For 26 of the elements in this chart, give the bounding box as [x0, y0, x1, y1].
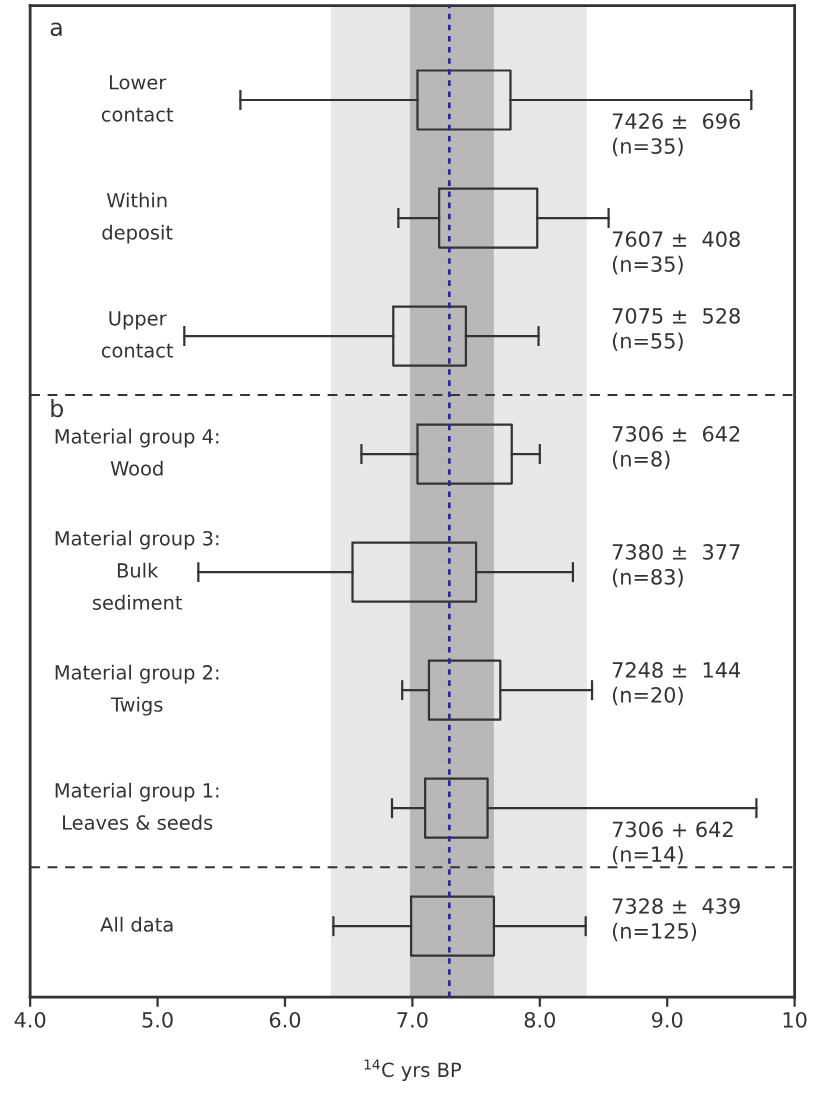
x-tick-label: 5.0	[142, 1011, 173, 1028]
annotation: b	[51, 398, 63, 418]
text: 7306 + 642 (n=14)	[612, 821, 733, 865]
y-tick-label: Material group 4: Wood	[55, 428, 219, 476]
y-tick-label: All data	[100, 916, 173, 932]
x-tick-label: 6.0	[269, 1011, 301, 1028]
y-tick-label: Material group 1: Leaves & seeds	[55, 782, 219, 830]
x-tick-label: 9.0	[651, 1011, 683, 1028]
y-tick-label: Within deposit	[102, 192, 173, 244]
x-tick-label: 8.0	[524, 1011, 555, 1028]
y-tick-label: Material group 3: Bulk sediment	[55, 530, 219, 610]
x-tick-label: 4.0	[14, 1011, 46, 1028]
y-tick-label: Upper contact	[101, 311, 174, 358]
text: 7075 ± 528 (n=55)	[612, 307, 740, 352]
x-tick-label: 10	[783, 1011, 807, 1028]
text: 7426 ± 696 (n=35)	[612, 113, 740, 157]
text: 7328 ± 439 (n=125)	[612, 898, 740, 942]
x-tick-label: 7.0	[397, 1011, 428, 1028]
text: 7607 ± 408 (n=35)	[612, 231, 740, 275]
y-tick-label: Lower contact	[101, 75, 174, 122]
text: 7306 ± 642 (n=8)	[612, 426, 740, 470]
annotation: a	[50, 22, 62, 37]
x-axis-title: $^{14}$C yrs BP	[364, 1059, 462, 1081]
y-tick-label: Material group 2: Twigs	[55, 664, 219, 716]
text: 7248 ± 144 (n=20)	[612, 662, 741, 706]
text: 7380 ± 377 (n=83)	[612, 544, 740, 588]
